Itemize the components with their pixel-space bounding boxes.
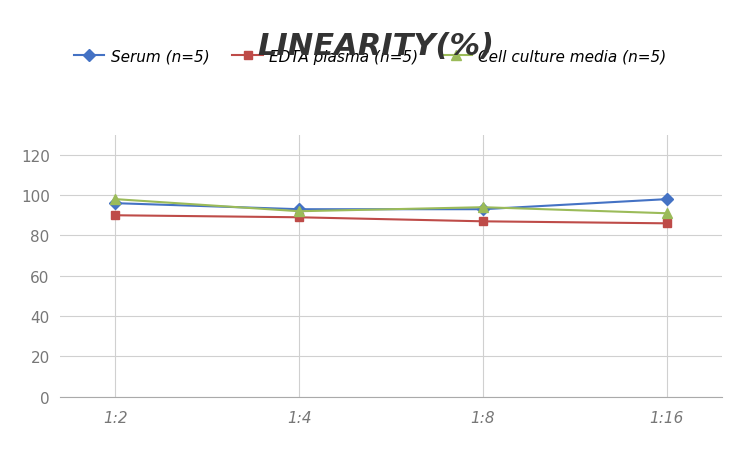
Serum (n=5) [478, 207, 487, 212]
Cell culture media (n=5) [478, 205, 487, 211]
Serum (n=5) [111, 201, 120, 207]
Serum (n=5) [663, 197, 672, 202]
Line: Serum (n=5): Serum (n=5) [111, 196, 671, 214]
Legend: Serum (n=5), EDTA plasma (n=5), Cell culture media (n=5): Serum (n=5), EDTA plasma (n=5), Cell cul… [68, 44, 672, 71]
Serum (n=5) [295, 207, 304, 212]
Line: Cell culture media (n=5): Cell culture media (n=5) [111, 195, 672, 219]
EDTA plasma (n=5) [295, 215, 304, 221]
Line: EDTA plasma (n=5): EDTA plasma (n=5) [111, 212, 671, 228]
EDTA plasma (n=5) [663, 221, 672, 226]
EDTA plasma (n=5) [111, 213, 120, 218]
Cell culture media (n=5) [663, 211, 672, 216]
Text: LINEARITY(%): LINEARITY(%) [257, 32, 495, 60]
Cell culture media (n=5) [295, 209, 304, 215]
EDTA plasma (n=5) [478, 219, 487, 225]
Cell culture media (n=5) [111, 197, 120, 202]
